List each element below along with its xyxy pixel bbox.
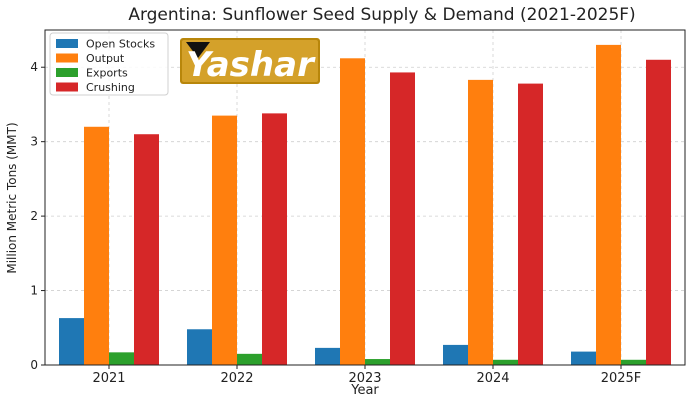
chart-title: Argentina: Sunflower Seed Supply & Deman…	[128, 5, 635, 25]
legend-label: Output	[86, 52, 125, 65]
y-tick-label: 4	[30, 60, 38, 74]
logo-text: Yashar	[186, 45, 316, 85]
bar-crushing-2021	[134, 134, 159, 365]
legend-label: Crushing	[86, 81, 135, 94]
y-tick-label: 3	[30, 135, 38, 149]
legend-swatch	[56, 82, 78, 92]
legend-box	[49, 32, 169, 96]
bar-output-2022	[212, 115, 237, 365]
legend-label: Exports	[86, 67, 128, 80]
legend-swatch	[56, 39, 78, 48]
bar-output-2021	[84, 126, 109, 366]
bar-exports-2025f	[621, 359, 646, 365]
logo-triangle-icon	[186, 42, 210, 58]
bar-crushing-2023	[390, 72, 415, 365]
x-tick-label: 2023	[348, 371, 381, 386]
bar-open-stocks-2025f	[571, 351, 596, 365]
legend-swatch	[56, 68, 78, 77]
x-tick-label: 2025F	[601, 371, 642, 386]
bar-output-2025f	[596, 44, 621, 366]
legend-label: Open Stocks	[86, 38, 155, 51]
bar-exports-2024	[493, 359, 518, 365]
y-axis-label: Million Metric Tons (MMT)	[5, 122, 19, 273]
bars	[59, 44, 671, 366]
bar-crushing-2022	[262, 113, 287, 365]
bar-exports-2022	[237, 353, 262, 365]
axis-ticks: 0 1 2 3 4 2021 2022 2023 2024 2025F	[30, 60, 641, 386]
bar-exports-2021	[109, 352, 134, 365]
x-axis-label: Year	[350, 383, 379, 398]
x-tick-label: 2021	[92, 371, 125, 386]
bar-open-stocks-2021	[59, 318, 84, 365]
y-tick-label: 1	[30, 284, 38, 298]
bar-crushing-2025f	[646, 59, 671, 366]
bar-exports-2023	[365, 359, 390, 365]
bar-output-2024	[468, 79, 493, 365]
y-tick-label: 0	[30, 358, 38, 372]
bar-crushing-2024	[518, 83, 543, 365]
bar-open-stocks-2024	[443, 344, 468, 365]
bar-open-stocks-2023	[315, 347, 340, 365]
x-tick-label: 2022	[220, 371, 253, 386]
bar-output-2023	[340, 58, 365, 366]
y-tick-label: 2	[30, 209, 38, 223]
bar-open-stocks-2022	[187, 329, 212, 365]
x-tick-label: 2024	[476, 371, 509, 386]
yashar-logo: Yashar	[180, 38, 320, 85]
legend-swatch	[56, 53, 78, 63]
